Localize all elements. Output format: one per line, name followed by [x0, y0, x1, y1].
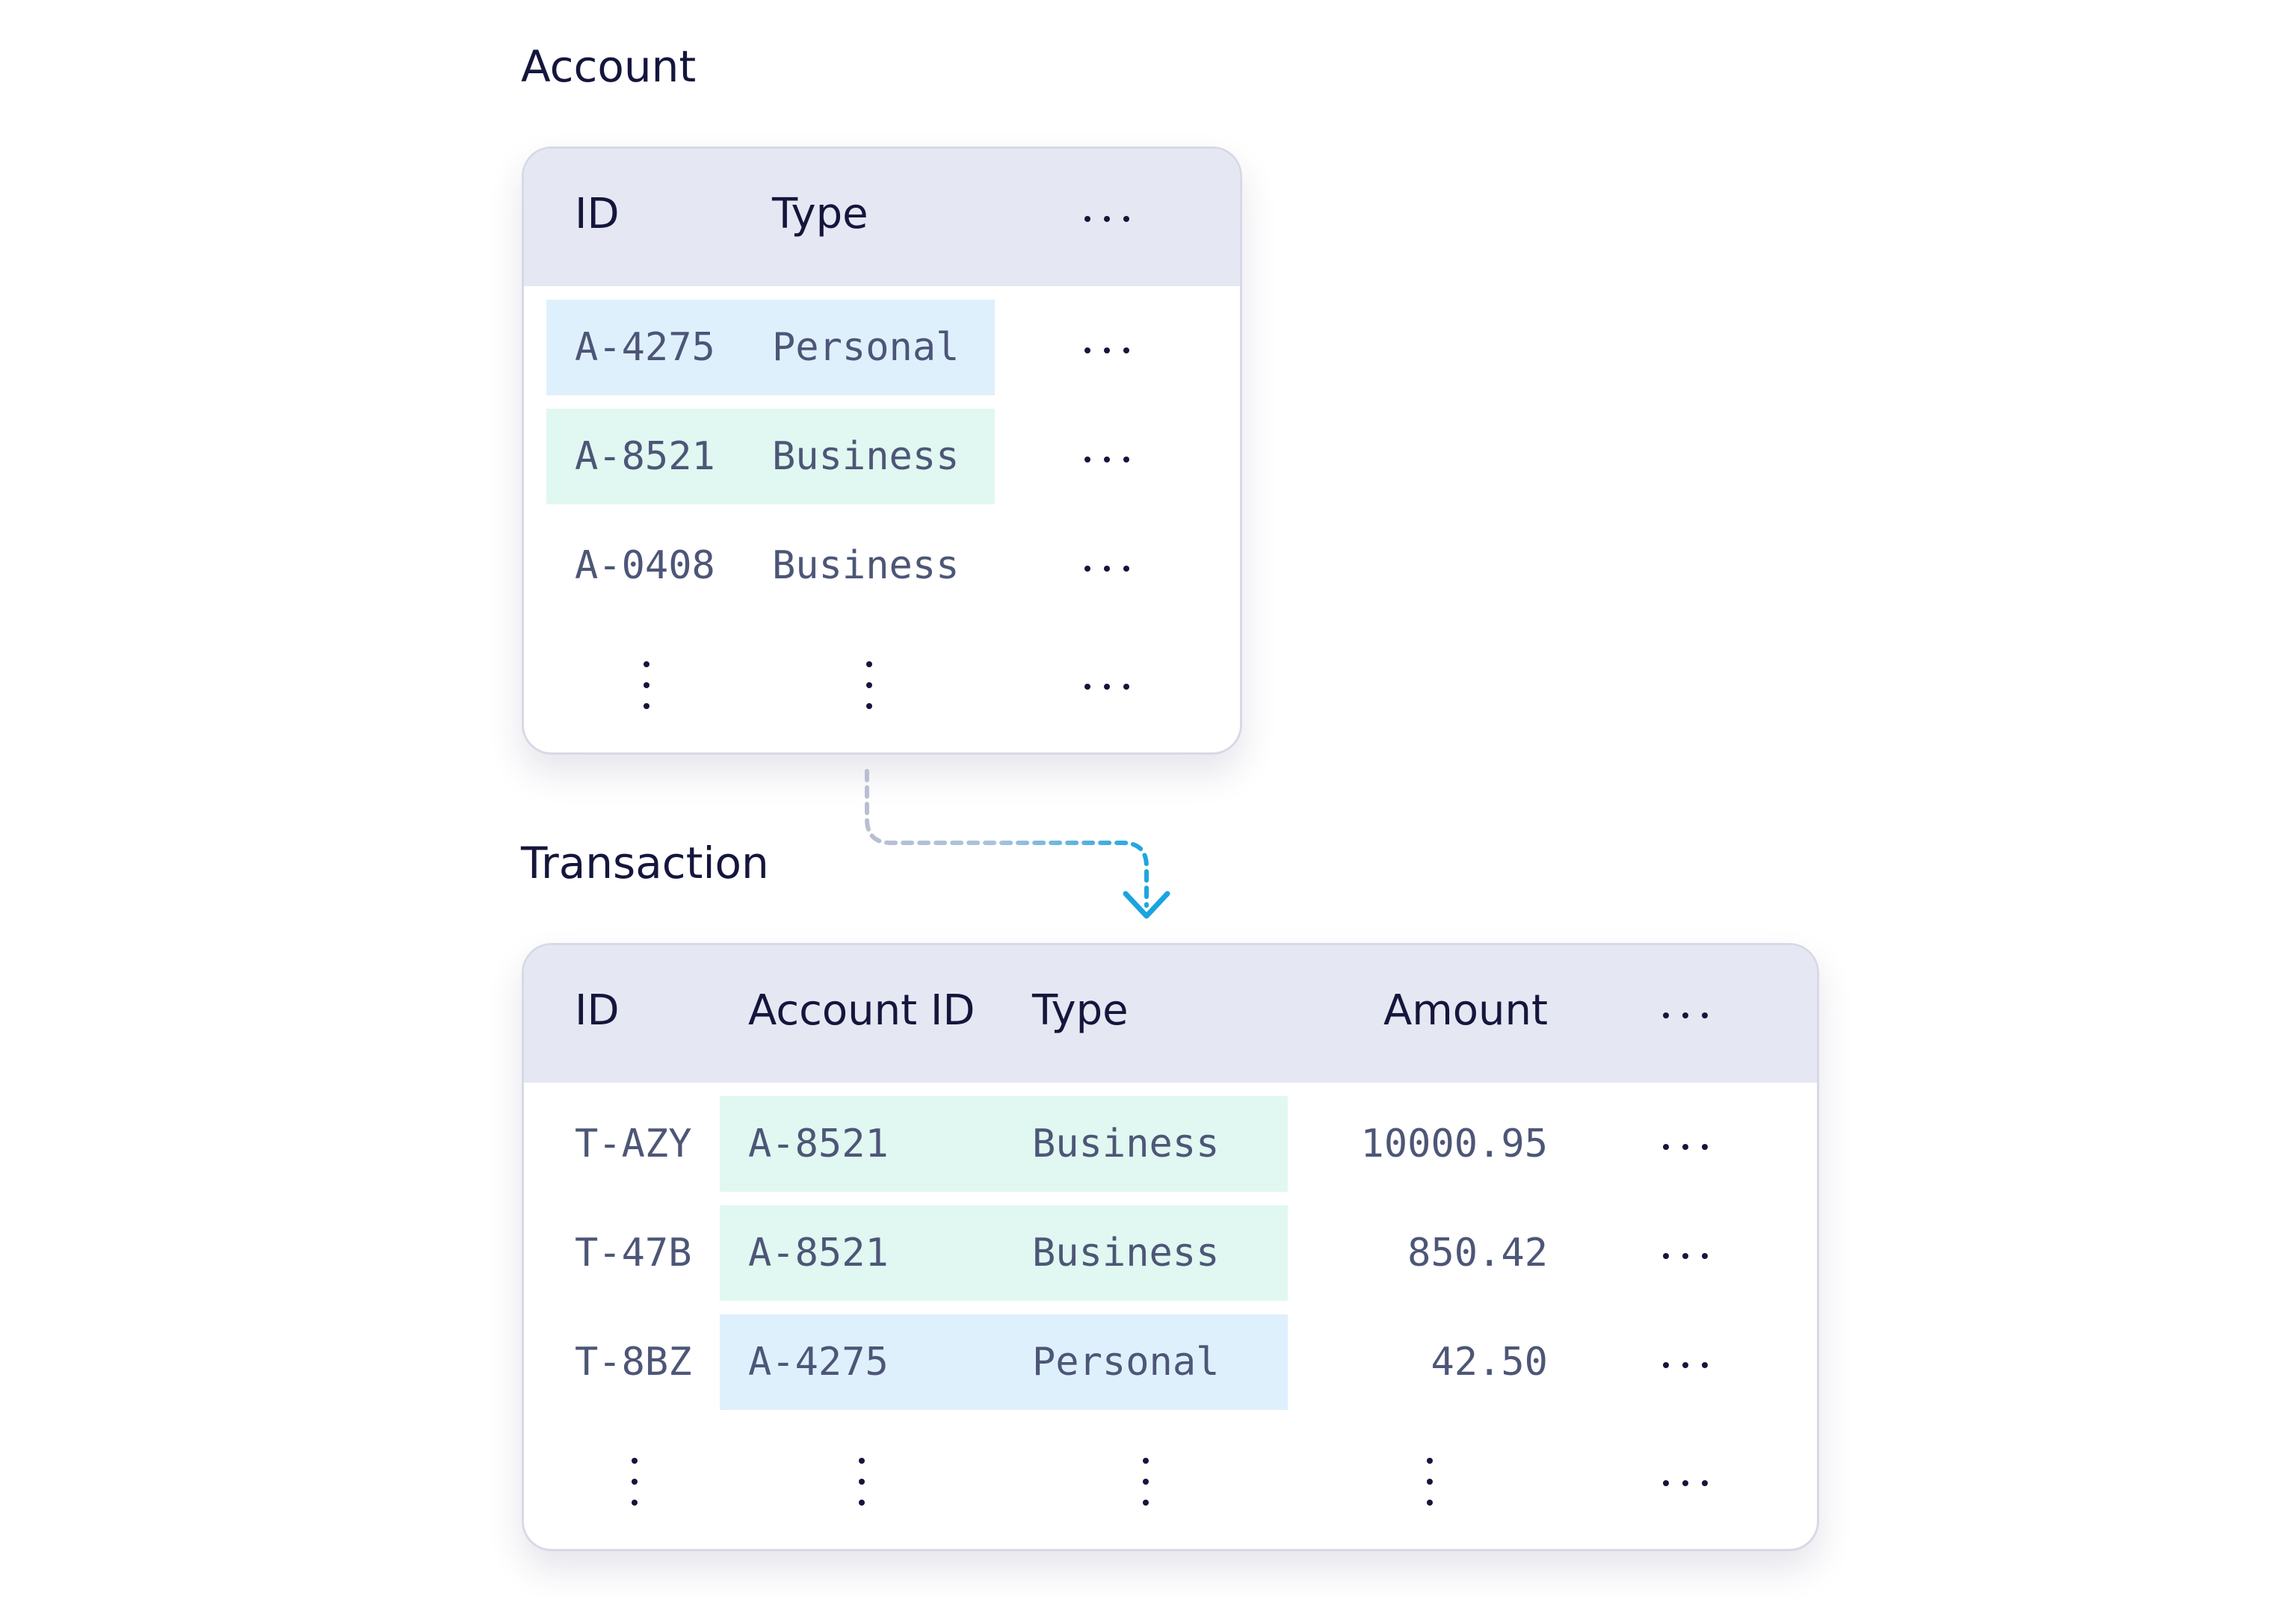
- transaction-row-id: T-AZY: [575, 1122, 692, 1166]
- horizontal-ellipsis-icon: [1663, 1253, 1708, 1261]
- transaction-table-header: [524, 945, 1817, 1083]
- account-row-highlight: [546, 409, 995, 504]
- horizontal-ellipsis-icon: [1663, 1144, 1708, 1151]
- transaction-row-type: Personal: [1032, 1340, 1220, 1385]
- transaction-row-amount: 42.50: [1431, 1340, 1548, 1385]
- transaction-row-account-id: A-4275: [748, 1340, 889, 1385]
- account-header-id: ID: [575, 190, 620, 238]
- transaction-row-id: T-47B: [575, 1231, 692, 1275]
- account-row-type: Business: [772, 543, 960, 588]
- transaction-row-account-id: A-8521: [748, 1231, 889, 1275]
- account-row-type: Business: [772, 434, 960, 479]
- horizontal-ellipsis-icon: [1663, 1362, 1708, 1370]
- account-row-highlight: [546, 300, 995, 395]
- transaction-row-amount: 10000.95: [1360, 1122, 1548, 1166]
- horizontal-ellipsis-icon: [1663, 1480, 1708, 1488]
- vertical-ellipsis-icon: [1143, 1458, 1150, 1506]
- vertical-ellipsis-icon: [859, 1458, 866, 1506]
- transaction-header-account-id: Account ID: [748, 986, 975, 1035]
- transaction-header-type: Type: [1032, 986, 1129, 1035]
- account-row-id: A-0408: [575, 543, 715, 588]
- horizontal-ellipsis-icon: [1084, 347, 1129, 355]
- account-title: Account: [521, 41, 697, 92]
- account-table: ID Type A-4275 Personal A-8521 Business …: [522, 146, 1242, 755]
- horizontal-ellipsis-icon: [1663, 1012, 1708, 1020]
- account-row-id: A-4275: [575, 325, 715, 370]
- vertical-ellipsis-icon: [866, 661, 874, 709]
- horizontal-ellipsis-icon: [1084, 684, 1129, 691]
- transaction-title: Transaction: [521, 838, 769, 888]
- transaction-row-highlight: [720, 1205, 1288, 1301]
- transaction-row-highlight: [720, 1096, 1288, 1192]
- vertical-ellipsis-icon: [632, 1458, 639, 1506]
- transaction-row-amount: 850.42: [1407, 1231, 1548, 1275]
- transaction-row-type: Business: [1032, 1122, 1220, 1166]
- vertical-ellipsis-icon: [1427, 1458, 1434, 1506]
- transaction-row-type: Business: [1032, 1231, 1220, 1275]
- transaction-header-id: ID: [575, 986, 620, 1035]
- account-table-header: [524, 149, 1240, 286]
- account-row-type: Personal: [772, 325, 960, 370]
- account-header-type: Type: [772, 190, 868, 238]
- transaction-row-highlight: [720, 1314, 1288, 1410]
- transaction-row-account-id: A-8521: [748, 1122, 889, 1166]
- horizontal-ellipsis-icon: [1084, 457, 1129, 464]
- transaction-header-amount: Amount: [1383, 986, 1548, 1035]
- transaction-table: ID Account ID Type Amount T-AZY A-8521 B…: [522, 943, 1819, 1551]
- vertical-ellipsis-icon: [644, 661, 651, 709]
- horizontal-ellipsis-icon: [1084, 216, 1129, 223]
- account-row-id: A-8521: [575, 434, 715, 479]
- horizontal-ellipsis-icon: [1084, 566, 1129, 573]
- transaction-row-id: T-8BZ: [575, 1340, 692, 1385]
